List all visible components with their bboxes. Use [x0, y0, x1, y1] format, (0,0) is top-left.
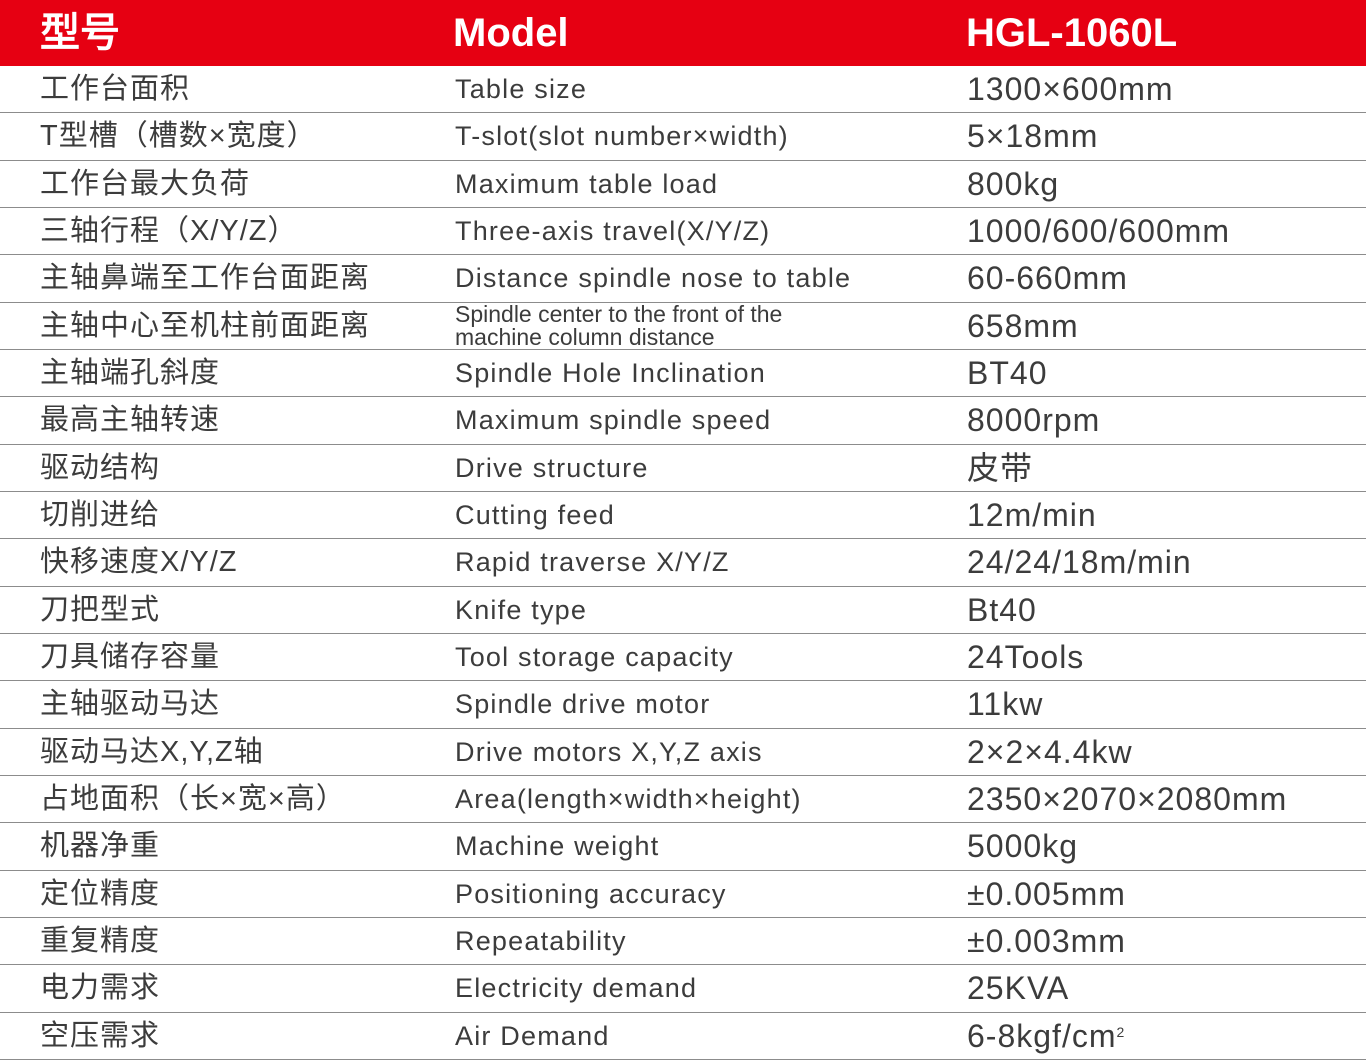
table-row: 重复精度 Repeatability ±0.003mm	[0, 918, 1366, 966]
spec-label-en: T-slot(slot number×width)	[455, 121, 789, 152]
spec-label-en: Three-axis travel(X/Y/Z)	[455, 215, 771, 246]
spec-label-zh: 空压需求	[40, 1019, 161, 1052]
spec-label-zh: 重复精度	[40, 924, 161, 957]
spec-label-zh: 切削进给	[40, 498, 161, 531]
spec-label-zh: 工作台最大负荷	[40, 167, 251, 200]
spec-value: 60-660mm	[967, 260, 1128, 297]
table-header: 型号 Model HGL-1060L	[0, 0, 1366, 66]
spec-value: 1000/600/600mm	[967, 212, 1231, 249]
table-row: 主轴鼻端至工作台面距离 Distance spindle nose to tabl…	[0, 255, 1366, 303]
spec-value: 8000rpm	[967, 402, 1101, 439]
spec-label-en: Maximum table load	[455, 168, 719, 199]
spec-value: 11kw	[967, 686, 1044, 723]
spec-label-zh: 电力需求	[40, 972, 161, 1005]
header-model-zh: 型号	[40, 11, 120, 55]
spec-label-en: Spindle center to the front of the machi…	[455, 300, 783, 350]
spec-value: 658mm	[967, 307, 1079, 344]
spec-value: 1300×600mm	[967, 71, 1174, 107]
spec-value: 24Tools	[967, 638, 1085, 675]
table-row: 工作台最大负荷 Maximum table load 800kg	[0, 161, 1366, 208]
table-row: 最高主轴转速 Maximum spindle speed 8000rpm	[0, 397, 1366, 445]
spec-label-zh: 主轴驱动马达	[40, 688, 221, 721]
spec-label-en: Drive motors X,Y,Z axis	[455, 736, 763, 767]
spec-label-en: Spindle Hole Inclination	[455, 357, 766, 388]
spec-value: ±0.003mm	[967, 922, 1126, 959]
table-row: 定位精度 Positioning accuracy ±0.005mm	[0, 871, 1366, 918]
spec-value-text: 6-8kgf/cm	[967, 1017, 1117, 1054]
table-row: 驱动结构 Drive structure 皮带	[0, 445, 1366, 492]
spec-label-zh: 最高主轴转速	[40, 404, 221, 437]
spec-label-en: Air Demand	[455, 1020, 610, 1051]
spec-value: 25KVA	[967, 970, 1070, 1007]
spec-label-en: Distance spindle nose to table	[455, 263, 852, 294]
spec-label-en: Drive structure	[455, 452, 649, 483]
spec-label-en: Electricity demand	[455, 973, 698, 1004]
spec-label-en: Positioning accuracy	[455, 878, 727, 909]
table-row: 三轴行程（X/Y/Z） Three-axis travel(X/Y/Z) 1000/…	[0, 208, 1366, 256]
spec-value: 皮带	[967, 449, 1034, 486]
spec-value: 5×18mm	[967, 118, 1099, 155]
table-row: 主轴驱动马达 Spindle drive motor 11kw	[0, 681, 1366, 729]
spec-label-en: Repeatability	[455, 925, 627, 956]
spec-label-zh: 机器净重	[40, 830, 161, 863]
table-row: 刀把型式 Knife type Bt40	[0, 587, 1366, 634]
spec-value: BT40	[967, 354, 1048, 391]
spec-value: 6-8kgf/cm2	[967, 1013, 1125, 1059]
table-row: 空压需求 Air Demand 6-8kgf/cm2	[0, 1013, 1366, 1060]
spec-label-zh: 主轴鼻端至工作台面距离	[40, 262, 371, 295]
spec-label-zh: 主轴端孔斜度	[40, 356, 221, 389]
spec-label-zh: 刀把型式	[40, 593, 161, 626]
spec-value: 2×2×4.4kw	[967, 733, 1133, 770]
table-row: 驱动马达X,Y,Z轴 Drive motors X,Y,Z axis 2×2×4.4…	[0, 729, 1366, 776]
spec-value: 12m/min	[967, 496, 1097, 533]
spec-label-zh: 主轴中心至机柱前面距离	[40, 309, 371, 342]
table-row: 切削进给 Cutting feed 12m/min	[0, 492, 1366, 540]
spec-label-en: Table size	[455, 74, 588, 104]
spec-label-zh: 快移速度X/Y/Z	[40, 546, 238, 579]
spec-value: 800kg	[967, 165, 1060, 202]
spec-label-zh: 三轴行程（X/Y/Z）	[40, 214, 298, 247]
spec-value: 5000kg	[967, 828, 1078, 865]
spec-label-en: Tool storage capacity	[455, 641, 734, 672]
spec-label-zh: 刀具储存容量	[40, 640, 221, 673]
spec-label-en: Maximum spindle speed	[455, 405, 772, 436]
spec-value-superscript: 2	[1116, 1023, 1126, 1040]
table-row: 快移速度X/Y/Z Rapid traverse X/Y/Z 24/24/18m/m…	[0, 539, 1366, 587]
spec-label-en: Knife type	[455, 594, 588, 625]
table-row: T型槽（槽数×宽度） T-slot(slot number×width) 5×18m…	[0, 113, 1366, 161]
spec-label-en: Machine weight	[455, 831, 660, 862]
header-model-value: HGL-1060L	[966, 11, 1178, 55]
spec-label-en: Rapid traverse X/Y/Z	[455, 547, 730, 578]
table-row: 主轴端孔斜度 Spindle Hole Inclination BT40	[0, 350, 1366, 398]
table-row: 工作台面积 Table size 1300×600mm	[0, 66, 1366, 114]
spec-label-zh: T型槽（槽数×宽度）	[40, 120, 317, 153]
spec-label-zh: 占地面积（长×宽×高）	[40, 782, 346, 815]
spec-value: ±0.005mm	[967, 875, 1126, 912]
table-row: 占地面积（长×宽×高） Area(length×width×height) 2350…	[0, 776, 1366, 824]
table-row: 电力需求 Electricity demand 25KVA	[0, 965, 1366, 1013]
spec-label-en: Area(length×width×height)	[455, 783, 802, 814]
spec-label-en: Spindle drive motor	[455, 689, 711, 720]
table-row: 主轴中心至机柱前面距离 Spindle center to the front o…	[0, 300, 1366, 350]
table-row: 机器净重 Machine weight 5000kg	[0, 823, 1366, 871]
spec-label-zh: 驱动结构	[40, 451, 161, 484]
spec-value: 24/24/18m/min	[967, 544, 1192, 581]
spec-label-en: Cutting feed	[455, 499, 615, 530]
spec-value: Bt40	[967, 591, 1037, 628]
table-row: 刀具储存容量 Tool storage capacity 24Tools	[0, 634, 1366, 682]
spec-label-zh: 工作台面积	[40, 73, 191, 105]
header-model-en: Model	[453, 11, 569, 55]
spec-value: 2350×2070×2080mm	[967, 780, 1288, 817]
spec-label-zh: 驱动马达X,Y,Z轴	[40, 735, 264, 768]
spec-label-zh: 定位精度	[40, 877, 161, 910]
